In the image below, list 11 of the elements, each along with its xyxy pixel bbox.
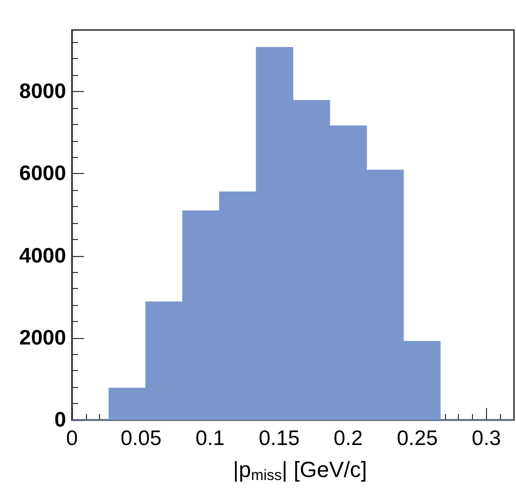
x-tick-label: 0.25 (396, 427, 438, 450)
y-tick-label: 6000 (19, 162, 66, 186)
x-tick-label: 0.3 (472, 427, 501, 450)
x-tick-label: 0.2 (334, 427, 363, 450)
x-tick-label: 0.1 (196, 427, 225, 450)
y-tick-label: 8000 (19, 80, 66, 104)
y-tick-label: 4000 (19, 244, 66, 268)
y-tick-label: 2000 (19, 326, 66, 350)
x-tick-label: 0.05 (120, 427, 162, 450)
x-tick-label: 0.15 (258, 427, 300, 450)
y-tick-label: 0 (54, 408, 66, 432)
